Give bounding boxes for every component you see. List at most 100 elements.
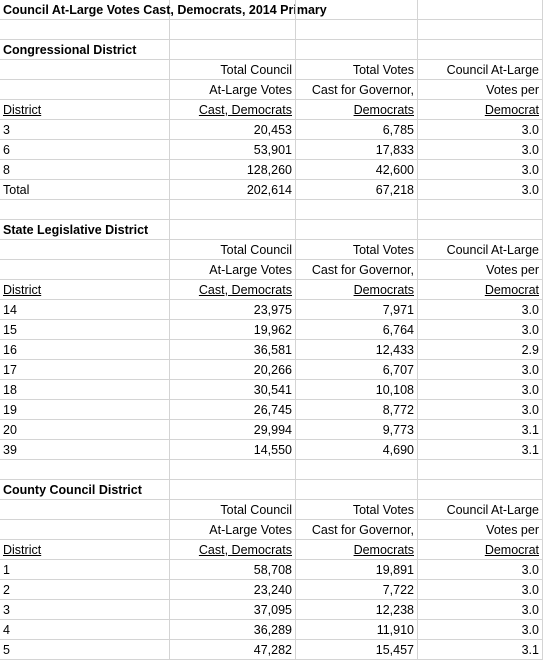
value-cell: 23,240	[170, 580, 296, 600]
cell	[0, 60, 170, 80]
value-cell: 36,289	[170, 620, 296, 640]
cell	[296, 0, 418, 20]
cell	[170, 20, 296, 40]
column-header: Cast, Democrats	[170, 100, 296, 120]
value-cell: 36,581	[170, 340, 296, 360]
district-cell: Total	[0, 180, 170, 200]
value-cell: 3.0	[418, 320, 543, 340]
cell	[418, 0, 543, 20]
value-cell: 3.0	[418, 180, 543, 200]
column-header: Council At-Large	[418, 240, 543, 260]
value-cell: 6,785	[296, 120, 418, 140]
value-cell: 3.0	[418, 360, 543, 380]
value-cell: 2.9	[418, 340, 543, 360]
cell	[0, 260, 170, 280]
column-header: District	[0, 540, 170, 560]
value-cell: 9,773	[296, 420, 418, 440]
value-cell: 15,457	[296, 640, 418, 660]
column-header: Democrats	[296, 100, 418, 120]
value-cell: 3.0	[418, 600, 543, 620]
value-cell: 10,108	[296, 380, 418, 400]
value-cell: 128,260	[170, 160, 296, 180]
district-cell: 6	[0, 140, 170, 160]
value-cell: 19,962	[170, 320, 296, 340]
value-cell: 3.0	[418, 300, 543, 320]
cell	[170, 0, 296, 20]
column-header: Total Council	[170, 500, 296, 520]
cell	[296, 200, 418, 220]
district-cell: 18	[0, 380, 170, 400]
value-cell: 20,266	[170, 360, 296, 380]
value-cell: 11,910	[296, 620, 418, 640]
value-cell: 42,600	[296, 160, 418, 180]
district-cell: 2	[0, 580, 170, 600]
column-header: Council At-Large	[418, 500, 543, 520]
column-header: Democrats	[296, 280, 418, 300]
value-cell: 6,707	[296, 360, 418, 380]
column-header: Votes per	[418, 80, 543, 100]
value-cell: 19,891	[296, 560, 418, 580]
column-header: Cast for Governor,	[296, 520, 418, 540]
column-header: Votes per	[418, 260, 543, 280]
column-header: Total Votes	[296, 60, 418, 80]
column-header: Cast for Governor,	[296, 260, 418, 280]
value-cell: 58,708	[170, 560, 296, 580]
value-cell: 8,772	[296, 400, 418, 420]
district-cell: 15	[0, 320, 170, 340]
column-header: Total Votes	[296, 240, 418, 260]
cell	[418, 220, 543, 240]
value-cell: 3.1	[418, 440, 543, 460]
district-cell: 5	[0, 640, 170, 660]
value-cell: 17,833	[296, 140, 418, 160]
column-header: Votes per	[418, 520, 543, 540]
value-cell: 3.0	[418, 580, 543, 600]
value-cell: 6,764	[296, 320, 418, 340]
column-header: Total Council	[170, 60, 296, 80]
cell	[296, 480, 418, 500]
column-header: At-Large Votes	[170, 80, 296, 100]
district-cell: 20	[0, 420, 170, 440]
section-title: County Council District	[0, 480, 170, 500]
value-cell: 26,745	[170, 400, 296, 420]
cell	[170, 460, 296, 480]
value-cell: 3.0	[418, 560, 543, 580]
cell	[0, 500, 170, 520]
cell	[418, 200, 543, 220]
section-title: Congressional District	[0, 40, 170, 60]
value-cell: 14,550	[170, 440, 296, 460]
value-cell: 23,975	[170, 300, 296, 320]
district-cell: 8	[0, 160, 170, 180]
cell	[296, 220, 418, 240]
value-cell: 37,095	[170, 600, 296, 620]
value-cell: 3.0	[418, 620, 543, 640]
section-title: State Legislative District	[0, 220, 170, 240]
column-header: Democrat	[418, 280, 543, 300]
cell	[170, 480, 296, 500]
cell	[418, 460, 543, 480]
cell	[0, 20, 170, 40]
value-cell: 3.0	[418, 120, 543, 140]
district-cell: 39	[0, 440, 170, 460]
column-header: At-Large Votes	[170, 520, 296, 540]
column-header: At-Large Votes	[170, 260, 296, 280]
district-cell: 3	[0, 600, 170, 620]
column-header: Democrat	[418, 540, 543, 560]
district-cell: 4	[0, 620, 170, 640]
value-cell: 12,238	[296, 600, 418, 620]
value-cell: 3.0	[418, 160, 543, 180]
column-header: Cast, Democrats	[170, 280, 296, 300]
column-header: Total Votes	[296, 500, 418, 520]
cell	[296, 20, 418, 40]
value-cell: 67,218	[296, 180, 418, 200]
district-cell: 3	[0, 120, 170, 140]
value-cell: 3.0	[418, 140, 543, 160]
district-cell: 16	[0, 340, 170, 360]
column-header: Cast, Democrats	[170, 540, 296, 560]
value-cell: 4,690	[296, 440, 418, 460]
column-header: District	[0, 280, 170, 300]
cell	[0, 520, 170, 540]
cell	[418, 40, 543, 60]
district-cell: 17	[0, 360, 170, 380]
value-cell: 47,282	[170, 640, 296, 660]
